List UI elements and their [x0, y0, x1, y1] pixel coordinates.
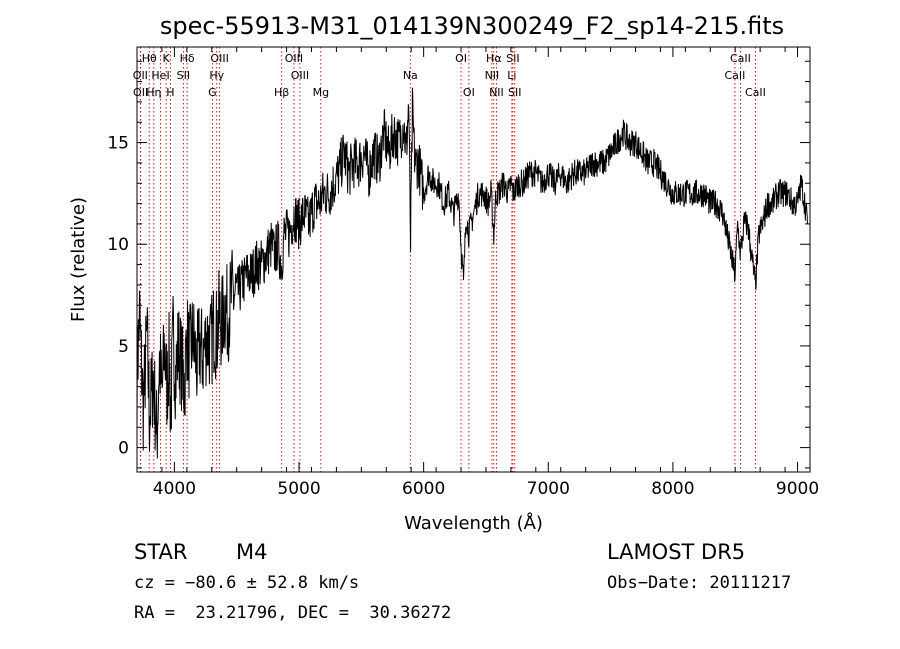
line-marker-label: SII [506, 52, 519, 65]
line-marker-label: OI [463, 86, 475, 99]
line-marker-label: Hγ [209, 69, 224, 82]
line-marker-label: Na [403, 69, 418, 82]
line-marker-label: Mg [313, 86, 329, 99]
axis-ticks: 4000 5000 6000 7000 8000 9000 0 5 10 15 [107, 47, 819, 499]
line-marker-label: Hα [486, 52, 502, 65]
line-marker-label: H [166, 86, 174, 99]
line-marker-label: SII [177, 69, 190, 82]
line-marker-label: Hθ [142, 52, 157, 65]
spectrum-series [136, 87, 808, 459]
plot-frame [136, 46, 811, 473]
x-tick-label: 4000 [153, 479, 196, 499]
line-marker-label: OIII [285, 52, 303, 65]
line-marker-label: Hη [146, 86, 161, 99]
object-subclass: M4 [236, 540, 268, 564]
redshift-velocity: cz = −80.6 ± 52.8 km/s [134, 573, 360, 593]
observation-date: Obs−Date: 20111217 [607, 573, 792, 593]
line-marker-label: SII [508, 86, 521, 99]
object-class: STAR [134, 540, 188, 564]
x-tick-label: 7000 [527, 479, 570, 499]
y-tick-label: 0 [118, 439, 129, 459]
line-marker-label: CaII [745, 86, 766, 99]
line-marker-label: CaII [730, 52, 751, 65]
x-tick-label: 8000 [651, 479, 694, 499]
x-tick-label: 9000 [776, 479, 819, 499]
line-marker-label: OIII [210, 52, 228, 65]
coordinates: RA = 23.21796, DEC = 30.36272 [134, 603, 452, 623]
line-marker-label: Li [507, 69, 516, 82]
line-marker-label: HeI [151, 69, 169, 82]
line-marker-label: OI [455, 52, 467, 65]
x-tick-label: 5000 [277, 479, 320, 499]
line-marker-label: OIII [291, 69, 309, 82]
line-marker-label: CaII [725, 69, 746, 82]
chart-title: spec-55913-M31_014139N300249_F2_sp14-215… [160, 12, 784, 40]
survey-name: LAMOST DR5 [607, 540, 746, 564]
line-marker-label: NII [485, 69, 500, 82]
y-tick-label: 5 [118, 337, 129, 357]
y-axis-label: Flux (relative) [68, 197, 89, 322]
y-tick-label: 15 [107, 134, 129, 154]
line-marker-label: K [163, 52, 171, 65]
spectrum-line [136, 87, 808, 459]
line-marker-label: Hβ [274, 86, 289, 99]
x-axis-label: Wavelength (Å) [404, 512, 543, 534]
line-marker-label: Hδ [180, 52, 195, 65]
y-tick-label: 10 [107, 235, 129, 255]
line-marker-label: NII [489, 86, 504, 99]
line-marker-label: G [208, 86, 217, 99]
x-tick-label: 6000 [402, 479, 445, 499]
